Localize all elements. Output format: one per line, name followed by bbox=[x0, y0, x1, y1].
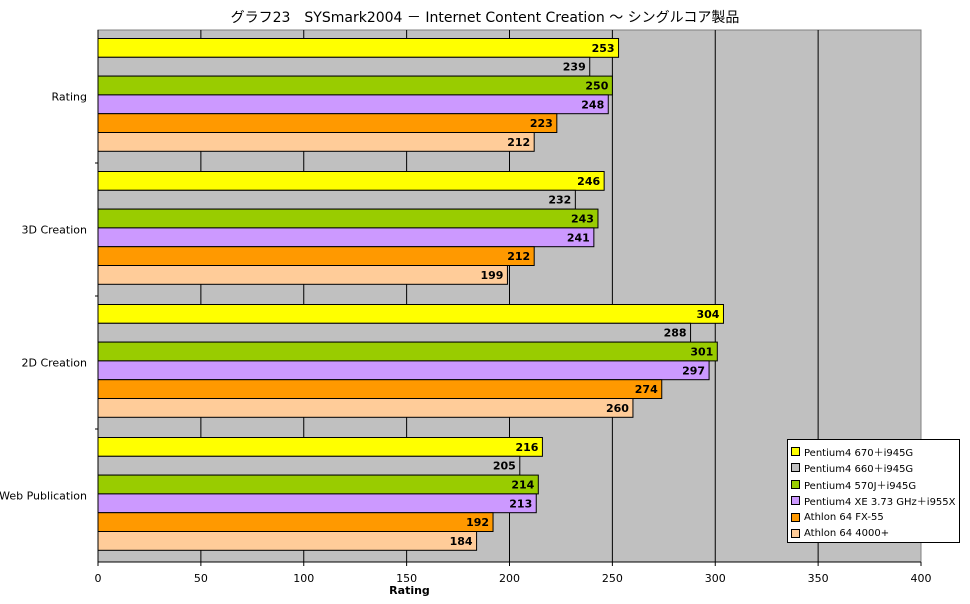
legend-item: Athlon 64 4000+ bbox=[791, 526, 959, 543]
data-label: 223 bbox=[530, 117, 553, 130]
legend-label: Pentium4 XE 3.73 GHz＋i955X bbox=[804, 497, 956, 509]
legend-item: Pentium4 660＋i945G bbox=[791, 460, 959, 477]
legend-swatch bbox=[791, 512, 800, 522]
data-label: 212 bbox=[507, 250, 530, 263]
x-tick-label: 250 bbox=[602, 572, 623, 585]
chart-legend: Pentium4 670＋i945G Pentium4 660＋i945G Pent… bbox=[787, 439, 960, 543]
legend-item: Pentium4 XE 3.73 GHz＋i955X bbox=[791, 493, 959, 510]
legend-swatch bbox=[791, 479, 800, 489]
bar bbox=[97, 437, 543, 457]
bar bbox=[97, 304, 724, 324]
bar bbox=[97, 56, 591, 77]
x-tick-label: 350 bbox=[808, 572, 829, 585]
data-label: 232 bbox=[548, 194, 571, 207]
x-tick-label: 50 bbox=[194, 572, 208, 585]
data-label: 243 bbox=[571, 213, 594, 226]
x-tick-label: 150 bbox=[396, 572, 417, 585]
legend-label: Pentium4 570J＋i945G bbox=[804, 480, 917, 492]
data-label: 205 bbox=[493, 460, 516, 473]
data-label: 212 bbox=[507, 136, 530, 149]
bar bbox=[97, 38, 620, 58]
bar bbox=[97, 113, 558, 133]
category-label: 3D Creation bbox=[21, 224, 87, 237]
data-label: 239 bbox=[563, 61, 586, 74]
data-label: 184 bbox=[450, 535, 473, 548]
bar bbox=[97, 379, 663, 400]
data-label: 301 bbox=[690, 346, 713, 359]
legend-label: Pentium4 660＋i945G bbox=[804, 464, 914, 476]
data-label: 213 bbox=[509, 497, 532, 510]
legend-item: Athlon 64 FX-55 bbox=[791, 509, 959, 526]
x-axis-label: Rating bbox=[389, 584, 430, 597]
bar bbox=[97, 189, 576, 210]
x-tick-label: 0 bbox=[95, 572, 102, 585]
data-label: 246 bbox=[577, 175, 600, 188]
data-label: 304 bbox=[697, 308, 720, 321]
bar bbox=[97, 208, 599, 229]
category-label: 2D Creation bbox=[21, 357, 87, 370]
bar bbox=[97, 512, 494, 533]
data-label: 260 bbox=[606, 402, 629, 415]
bar bbox=[97, 531, 478, 551]
chart-title: グラフ23 SYSmark2004 － Internet Content Cre… bbox=[230, 10, 740, 26]
bar bbox=[97, 246, 535, 266]
bar bbox=[97, 398, 634, 418]
x-tick-label: 400 bbox=[911, 572, 932, 585]
data-label: 253 bbox=[592, 42, 615, 55]
data-label: 199 bbox=[480, 269, 503, 282]
x-tick-label: 300 bbox=[705, 572, 726, 585]
data-label: 288 bbox=[664, 327, 687, 340]
bar bbox=[97, 493, 537, 514]
data-label: 216 bbox=[515, 441, 538, 454]
bar bbox=[97, 227, 595, 248]
data-label: 214 bbox=[511, 479, 534, 492]
legend-item: Pentium4 670＋i945G bbox=[791, 443, 959, 460]
bar bbox=[97, 132, 535, 152]
bar bbox=[97, 75, 613, 96]
data-label: 192 bbox=[466, 516, 489, 529]
legend-item: Pentium4 570J＋i945G bbox=[791, 476, 959, 493]
bar bbox=[97, 474, 539, 495]
legend-label: Athlon 64 4000+ bbox=[804, 528, 890, 540]
data-label: 250 bbox=[585, 80, 608, 93]
legend-label: Pentium4 670＋i945G bbox=[804, 447, 914, 459]
category-label: Web Publication bbox=[0, 490, 87, 503]
bar bbox=[97, 322, 692, 343]
bar bbox=[97, 265, 508, 285]
bar bbox=[97, 341, 718, 362]
legend-swatch bbox=[791, 529, 800, 539]
bar bbox=[97, 94, 609, 115]
legend-label: Athlon 64 FX-55 bbox=[804, 511, 884, 523]
bar bbox=[97, 171, 605, 191]
data-label: 248 bbox=[581, 98, 604, 111]
x-tick-label: 100 bbox=[293, 572, 314, 585]
x-tick-label: 200 bbox=[499, 572, 520, 585]
category-label: Rating bbox=[52, 91, 87, 104]
legend-swatch bbox=[791, 463, 800, 473]
bar bbox=[97, 360, 710, 381]
legend-swatch bbox=[791, 446, 800, 456]
legend-swatch bbox=[791, 496, 800, 506]
data-label: 241 bbox=[567, 231, 590, 244]
data-label: 274 bbox=[635, 383, 658, 396]
data-label: 297 bbox=[682, 364, 705, 377]
bar bbox=[97, 455, 521, 476]
